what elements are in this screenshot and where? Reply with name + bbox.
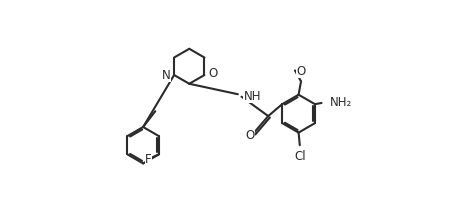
- Text: O: O: [246, 130, 255, 143]
- Text: Cl: Cl: [295, 150, 306, 163]
- Text: O: O: [296, 65, 306, 78]
- Text: O: O: [208, 67, 217, 80]
- Text: NH₂: NH₂: [330, 96, 352, 110]
- Text: NH: NH: [243, 90, 261, 103]
- Text: F: F: [145, 153, 152, 166]
- Text: N: N: [162, 68, 171, 82]
